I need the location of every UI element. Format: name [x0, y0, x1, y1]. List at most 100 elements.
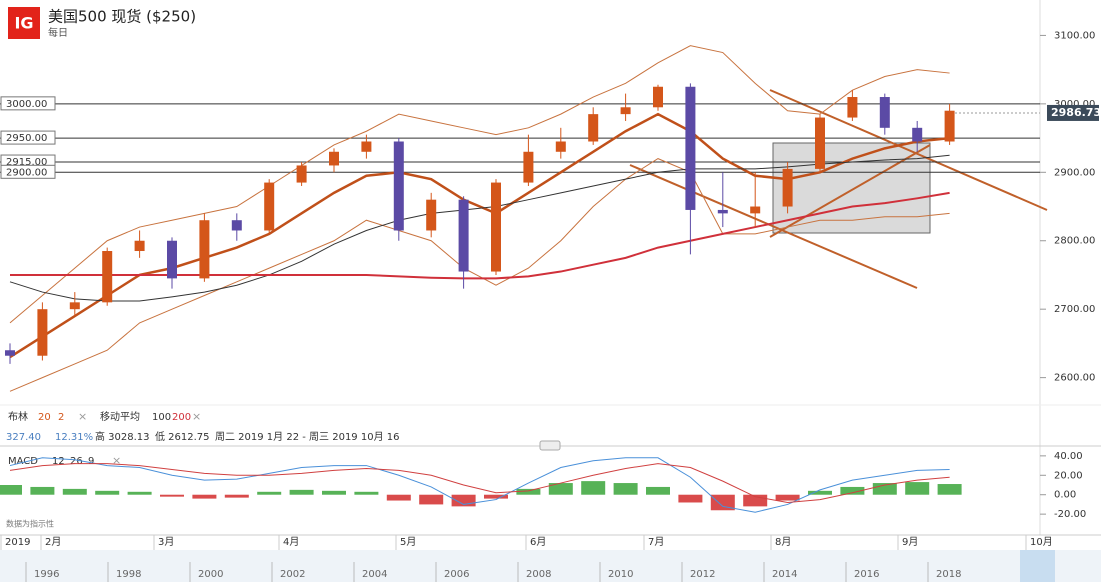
chart-title: 美国500 现货 ($250) — [48, 8, 196, 26]
y-tick-label: 40.00 — [1054, 451, 1083, 462]
candle-body — [653, 86, 663, 108]
level-label: 2900.00 — [6, 167, 47, 178]
nav-year: 2002 — [280, 569, 305, 580]
candle-body — [912, 127, 923, 142]
nav-year: 2014 — [772, 569, 797, 580]
histogram-bar — [710, 494, 735, 511]
trend-line — [769, 89, 1048, 211]
candle-body — [296, 165, 307, 183]
histogram-bar — [743, 494, 768, 507]
overlay-line — [9, 154, 950, 302]
candle-body — [361, 141, 372, 152]
macd-close[interactable]: × — [112, 454, 121, 467]
x-tick-label: 4月 — [283, 536, 299, 548]
macd-line — [9, 457, 950, 513]
price-tag-label: 2986.73 — [1051, 106, 1101, 119]
level-label-box — [0, 164, 56, 179]
navigator[interactable] — [0, 550, 1101, 582]
info-text: 12.31% — [55, 432, 93, 443]
level-label-box — [0, 130, 56, 145]
y-tick-label: 2600.00 — [1054, 373, 1095, 384]
y-tick-label: 3000.00 — [1054, 99, 1095, 110]
x-tick-label: 9月 — [902, 536, 918, 548]
candle-body — [879, 97, 890, 128]
candle-body — [393, 141, 404, 231]
x-tick-label: 8月 — [775, 536, 791, 548]
candle-body — [37, 309, 48, 356]
candle-body — [555, 141, 566, 152]
navigator-window[interactable] — [1020, 550, 1055, 582]
histogram-bar — [30, 486, 55, 495]
nav-year: 2012 — [690, 569, 715, 580]
candle-body — [588, 114, 599, 142]
histogram-bar — [516, 488, 541, 495]
y-tick-label: 2800.00 — [1054, 236, 1095, 247]
indicator-param: 200 — [172, 412, 191, 423]
macd-name: MACD — [8, 456, 38, 467]
candle-body — [264, 182, 275, 231]
indicator-param: 100 — [152, 412, 171, 423]
y-tick-label: 3100.00 — [1054, 30, 1095, 41]
histogram-bar — [937, 484, 962, 495]
level-label-box — [0, 96, 56, 111]
indicator-close[interactable]: × — [78, 410, 87, 423]
candle-body — [523, 151, 534, 183]
indicator-close[interactable]: × — [192, 410, 201, 423]
logo-box — [8, 7, 40, 39]
histogram-bar — [905, 482, 930, 495]
candle-body — [426, 199, 437, 231]
candle-body — [134, 240, 145, 252]
y-tick-label: 0.00 — [1054, 490, 1076, 501]
candle-body — [685, 86, 696, 210]
x-tick-label: 2019 — [5, 537, 30, 548]
x-tick-label: 10月 — [1030, 536, 1053, 548]
histogram-bar — [224, 494, 249, 498]
logo: IG — [14, 14, 33, 33]
nav-year: 1996 — [34, 569, 59, 580]
histogram-bar — [840, 486, 865, 495]
x-tick-label: 7月 — [648, 536, 664, 548]
histogram-bar — [160, 494, 184, 497]
candle-body — [717, 209, 728, 214]
candle-body — [815, 117, 825, 169]
histogram-bar — [62, 488, 87, 495]
trend-line — [629, 164, 918, 289]
histogram-bar — [289, 489, 314, 495]
histogram-bar — [322, 490, 346, 495]
candle-body — [329, 151, 339, 166]
resize-handle[interactable] — [539, 440, 561, 451]
histogram-bar — [484, 494, 508, 499]
zone-box — [772, 142, 931, 234]
macd-param: 12 — [52, 456, 65, 467]
overlay-line — [9, 158, 950, 392]
candle-body — [458, 199, 469, 272]
indicator-param: 20 — [38, 412, 51, 423]
candle-body — [847, 97, 858, 118]
x-tick-label: 3月 — [158, 536, 174, 548]
histogram-bar — [257, 491, 282, 495]
histogram-bar — [581, 481, 606, 495]
candle-body — [5, 350, 15, 356]
info-text: 低 2612.75 — [155, 430, 210, 443]
y-tick-label: -20.00 — [1054, 509, 1086, 520]
histogram-bar — [646, 486, 670, 495]
candle-body — [491, 182, 501, 272]
nav-year: 2016 — [854, 569, 879, 580]
candle-body — [782, 168, 793, 207]
histogram-bar — [95, 490, 120, 495]
nav-year: 2018 — [936, 569, 961, 580]
chart-subtitle: 每日 — [48, 26, 68, 39]
nav-year: 1998 — [116, 569, 141, 580]
x-tick-label: 5月 — [400, 536, 416, 548]
histogram-bar — [192, 494, 217, 499]
candle-body — [199, 220, 210, 279]
nav-year: 2004 — [362, 569, 387, 580]
candle-body — [231, 220, 242, 231]
indicator-param: 2 — [58, 412, 64, 423]
candle-body — [69, 302, 80, 310]
price-tag — [1047, 104, 1099, 121]
trend-line — [769, 144, 931, 238]
note: 数据为指示性 — [6, 519, 54, 529]
macd-param: 26 — [70, 456, 83, 467]
